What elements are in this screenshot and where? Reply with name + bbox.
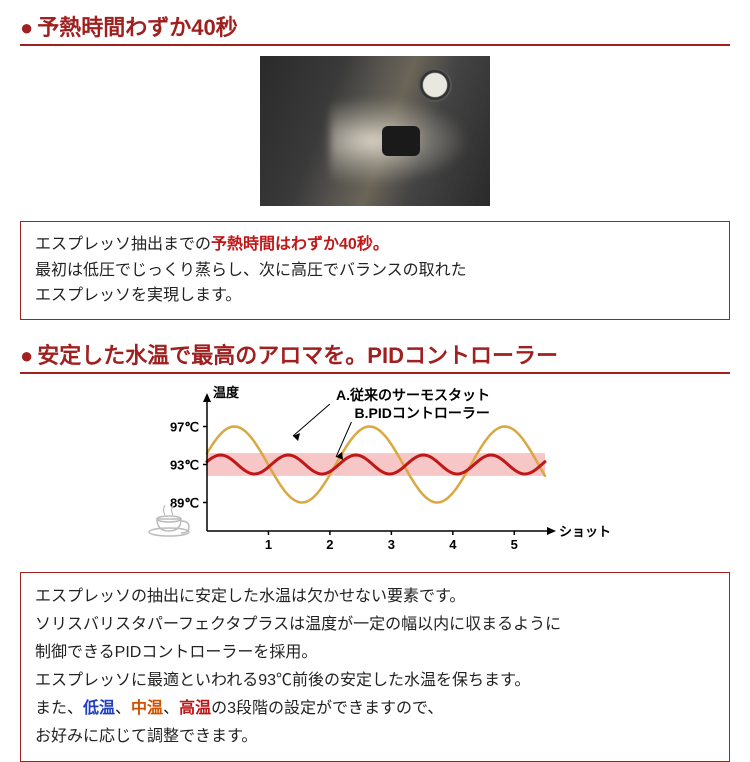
svg-text:A.従来のサーモスタット: A.従来のサーモスタット	[336, 387, 490, 403]
section1-title: ●予熱時間わずか40秒	[20, 10, 730, 46]
s1-line2: 最初は低圧でじっくり蒸らし、次に高圧でバランスの取れた	[35, 262, 467, 279]
bullet-icon: ●	[20, 15, 33, 40]
s2-line5d: 中温	[131, 700, 163, 717]
svg-text:2: 2	[326, 537, 333, 552]
s1-line3: エスプレッソを実現します。	[35, 287, 241, 304]
s2-line4: エスプレッソに最適といわれる93℃前後の安定した水温を保ちます。	[35, 672, 530, 689]
svg-text:温度: 温度	[213, 385, 240, 400]
s2-line5b: 低温	[83, 700, 115, 717]
espresso-machine-photo	[260, 56, 490, 206]
svg-text:97℃: 97℃	[170, 419, 199, 434]
s2-line5f: 高温	[179, 700, 211, 717]
section2-title-text: 安定した水温で最高のアロマを。PIDコントローラー	[37, 343, 558, 368]
s2-line2: ソリスバリスタパーフェクタプラスは温度が一定の幅以内に収まるように	[35, 616, 561, 633]
svg-text:3: 3	[388, 537, 395, 552]
s1-line1a: エスプレッソ抽出までの	[35, 236, 211, 253]
section2-textbox: エスプレッソの抽出に安定した水温は欠かせない要素です。 ソリスバリスタパーフェク…	[20, 572, 730, 762]
s2-line5h: ので、	[396, 700, 443, 717]
s2-line5a: また、	[35, 700, 83, 717]
pid-chart: 97℃ 93℃ 89℃ 1 2 3 4 5 温度ショット A.従来のサーモスタット B.PIDコント…	[20, 384, 730, 564]
portafilter-icon	[382, 126, 420, 156]
section2-title: ●安定した水温で最高のアロマを。PIDコントローラー	[20, 338, 730, 374]
section1-textbox: エスプレッソ抽出までの予熱時間はわずか40秒。 最初は低圧でじっくり蒸らし、次に…	[20, 221, 730, 320]
s2-line1: エスプレッソの抽出に安定した水温は欠かせない要素です。	[35, 588, 465, 605]
svg-text:5: 5	[511, 537, 518, 552]
s2-line6: お好みに応じて調整できます。	[35, 728, 257, 745]
pressure-gauge-icon	[418, 68, 452, 102]
bullet-icon: ●	[20, 343, 33, 368]
machine-photo-holder	[20, 56, 730, 211]
s2-line5c: 、	[115, 700, 131, 717]
svg-text:89℃: 89℃	[170, 495, 199, 510]
svg-text:4: 4	[449, 537, 457, 552]
s2-line5g: の3段階の設定ができます	[211, 700, 396, 717]
svg-text:ショット: ショット	[559, 524, 611, 539]
s1-line1b: 予熱時間はわずか40秒。	[211, 236, 389, 253]
s2-line5e: 、	[163, 700, 179, 717]
s2-line3: 制御できるPIDコントローラーを採用。	[35, 644, 317, 661]
svg-text:93℃: 93℃	[170, 457, 199, 472]
section1-title-text: 予熱時間わずか40秒	[37, 15, 237, 40]
pid-chart-svg: 97℃ 93℃ 89℃ 1 2 3 4 5 温度ショット A.従来のサーモスタット B.PIDコント…	[135, 384, 615, 559]
svg-text:B.PIDコントローラー: B.PIDコントローラー	[354, 405, 489, 421]
svg-text:1: 1	[265, 537, 272, 552]
